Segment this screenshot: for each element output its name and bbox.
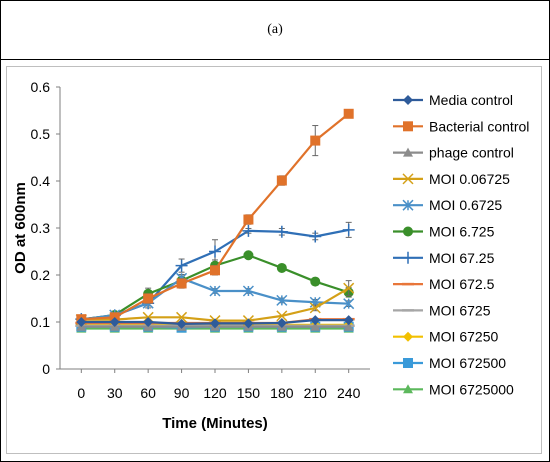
data-point-media-control: [276, 317, 287, 328]
x-tick-label: 90: [174, 385, 190, 401]
x-tick-label: 180: [270, 385, 294, 401]
y-tick-label: 0.2: [31, 267, 51, 283]
data-point-media-control: [143, 317, 154, 327]
data-point-phage-control: [310, 321, 321, 331]
legend-label: MOI 67250: [429, 329, 498, 345]
data-point-moi-67-25: [175, 259, 188, 272]
legend-label: MOI 672.5: [429, 276, 495, 292]
y-tick-label: 0.3: [31, 220, 51, 236]
data-point-bacterial-control: [210, 265, 220, 276]
data-point-media-control: [310, 315, 321, 326]
data-point-bacterial-control: [343, 108, 354, 119]
data-point-bacterial-control: [176, 278, 187, 289]
legend-marker-moi-0-06725: [402, 173, 414, 185]
data-point-bacterial-control: [243, 214, 254, 225]
legend-marker-moi-6-725: [403, 226, 413, 237]
x-axis-title: Time (Minutes): [162, 415, 268, 432]
y-tick-label: 0.5: [31, 126, 51, 142]
data-point-media-control: [76, 317, 87, 327]
data-point-moi-6-725: [243, 250, 254, 261]
data-point-moi-67-25: [309, 230, 322, 243]
legend-label: MOI 6.725: [429, 224, 495, 240]
data-point-moi-67-25: [342, 223, 355, 236]
legend-marker-media-control: [403, 95, 413, 105]
x-tick-label: 30: [107, 385, 123, 401]
data-point-moi-0-6725: [242, 285, 254, 297]
data-point-moi-0-06725: [309, 302, 321, 314]
figure-header: (a): [1, 1, 549, 60]
data-point-bacterial-control: [143, 293, 154, 304]
data-point-moi-6-725: [310, 276, 321, 287]
data-point-moi-67-25: [209, 245, 221, 258]
y-axis-title: OD at 600nm: [12, 182, 29, 274]
data-point-bacterial-control: [310, 135, 321, 146]
data-point-moi-0-6725: [209, 285, 221, 297]
legend-label: phage control: [429, 145, 514, 161]
legend-marker-moi-0-6725: [402, 199, 414, 211]
data-point-media-control: [176, 318, 187, 329]
legend-label: MOI 0.6725: [429, 197, 502, 213]
y-tick-label: 0: [42, 361, 50, 377]
legend-label: MOI 67.25: [429, 250, 495, 266]
chart-area: [6, 66, 542, 454]
data-point-media-control: [109, 317, 120, 327]
y-tick-label: 0.4: [31, 173, 51, 189]
legend-label: Media control: [429, 92, 513, 108]
data-point-moi-67-25: [242, 224, 255, 237]
legend-label: MOI 672500: [429, 355, 506, 371]
y-tick-label: 0.1: [31, 314, 51, 330]
data-point-moi-0-06725: [276, 310, 288, 322]
data-point-moi-0-06725: [343, 282, 355, 294]
data-point-moi-0-06725: [176, 311, 188, 323]
x-tick-label: 60: [140, 385, 156, 401]
data-point-phage-control: [343, 321, 354, 331]
x-tick-label: 120: [203, 385, 227, 401]
legend-label: MOI 6725000: [429, 381, 514, 397]
x-tick-label: 0: [77, 385, 85, 401]
legend-marker-phage-control: [403, 147, 413, 157]
legend-label: Bacterial control: [429, 118, 529, 134]
data-point-media-control: [210, 318, 220, 329]
x-tick-label: 150: [237, 385, 261, 401]
legend-marker-moi-6725000: [403, 384, 413, 394]
legend-marker-moi-672500: [403, 358, 413, 368]
x-tick-label: 240: [337, 385, 361, 401]
legend-marker-moi-67250: [403, 331, 413, 342]
data-point-bacterial-control: [276, 175, 287, 186]
legend-label: MOI 0.06725: [429, 171, 510, 187]
data-point-media-control: [243, 318, 254, 329]
data-point-moi-67-25: [275, 225, 288, 238]
data-point-media-control: [343, 315, 354, 326]
legend-label: MOI 6725: [429, 302, 491, 318]
data-point-moi-0-6725: [276, 294, 288, 306]
legend-marker-bacterial-control: [403, 121, 413, 132]
data-point-moi-6-725: [276, 262, 287, 273]
y-tick-label: 0.6: [31, 79, 51, 95]
x-tick-label: 210: [304, 385, 328, 401]
data-point-moi-0-6725: [343, 298, 355, 310]
panel-label: (a): [267, 22, 283, 37]
legend-marker-moi-67-25: [402, 251, 414, 264]
